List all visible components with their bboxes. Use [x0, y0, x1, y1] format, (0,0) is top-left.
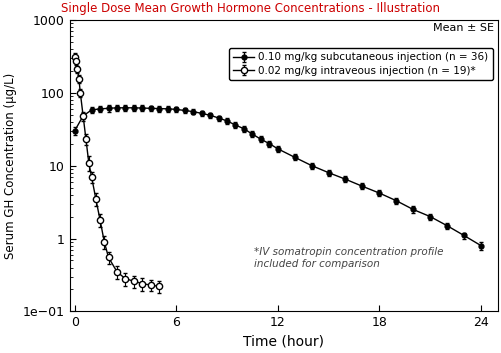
Text: Mean ± SE: Mean ± SE — [432, 23, 492, 33]
Y-axis label: Serum GH Concentration (μg/L): Serum GH Concentration (μg/L) — [4, 72, 17, 259]
Text: Single Dose Mean Growth Hormone Concentrations - Illustration: Single Dose Mean Growth Hormone Concentr… — [62, 2, 439, 15]
X-axis label: Time (hour): Time (hour) — [242, 335, 324, 349]
Legend: 0.10 mg/kg subcutaneous injection (n = 36), 0.02 mg/kg intraveous injection (n =: 0.10 mg/kg subcutaneous injection (n = 3… — [229, 48, 491, 80]
Text: *IV somatropin concentration profile
included for comparison: *IV somatropin concentration profile inc… — [253, 247, 442, 269]
